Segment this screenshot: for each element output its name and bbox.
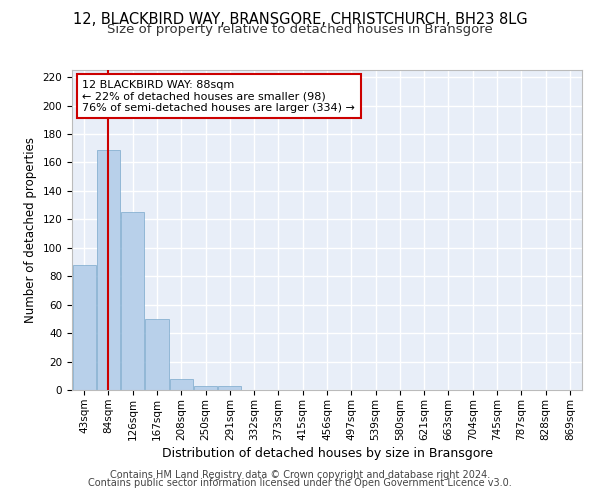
Bar [194,386,217,390]
Bar [73,265,95,390]
Text: Contains public sector information licensed under the Open Government Licence v3: Contains public sector information licen… [88,478,512,488]
Bar [218,386,241,390]
Text: Size of property relative to detached houses in Bransgore: Size of property relative to detached ho… [107,22,493,36]
Bar [121,212,144,390]
Text: 12 BLACKBIRD WAY: 88sqm
← 22% of detached houses are smaller (98)
76% of semi-de: 12 BLACKBIRD WAY: 88sqm ← 22% of detache… [82,80,355,113]
Y-axis label: Number of detached properties: Number of detached properties [24,137,37,323]
Text: Contains HM Land Registry data © Crown copyright and database right 2024.: Contains HM Land Registry data © Crown c… [110,470,490,480]
Bar [145,319,169,390]
Text: 12, BLACKBIRD WAY, BRANSGORE, CHRISTCHURCH, BH23 8LG: 12, BLACKBIRD WAY, BRANSGORE, CHRISTCHUR… [73,12,527,28]
Bar [170,378,193,390]
X-axis label: Distribution of detached houses by size in Bransgore: Distribution of detached houses by size … [161,446,493,460]
Bar [97,150,120,390]
